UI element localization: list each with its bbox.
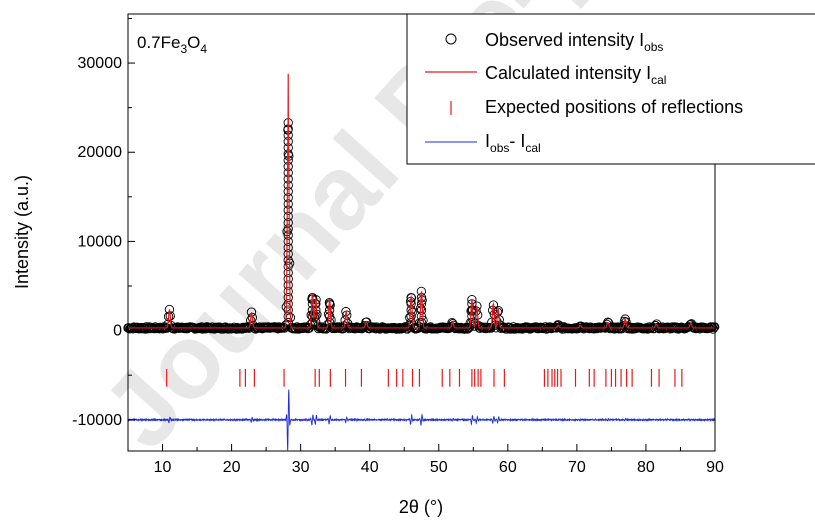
observed-point [324,305,335,315]
x-tick-label: 20 [223,459,241,476]
sample-label-sub1: 3 [180,42,187,56]
x-axis-ticks: 10 20 30 40 50 60 70 80 90 [127,444,724,476]
observed-point [283,224,293,234]
observed-point [283,317,293,328]
legend-cal-label: Calculated intensity Ical [485,63,666,87]
y-tick-label: 10000 [78,233,123,250]
observed-point [274,322,284,332]
observed-point [406,311,416,321]
observed-point [283,236,293,247]
observed-point [283,255,293,265]
observed-point [283,249,293,259]
observed-point [416,311,427,321]
observed-point [283,230,293,240]
observed-point [416,305,427,315]
observed-point [283,267,293,278]
observed-point [406,317,416,328]
x-tick-label: 40 [361,459,379,476]
observed-point [283,274,293,284]
observed-point [283,305,293,315]
y-tick-label: -10000 [72,412,122,429]
sample-label: 0.7Fe3O4 [137,33,207,56]
observed-point [708,324,718,334]
x-tick-label: 90 [706,459,724,476]
observed-point [283,205,293,215]
y-tick-label: 30000 [78,55,123,72]
y-axis-ticks: -10000 0 10000 20000 30000 [72,17,135,429]
observed-point [283,186,293,197]
y-tick-label: 0 [113,323,122,340]
legend-obs-label: Observed intensity Iobs [485,30,663,54]
observed-point [283,280,293,290]
difference-curve [127,389,716,451]
observed-point [463,324,473,334]
observed-point [467,317,477,328]
sample-label-base: 0.7Fe [137,33,180,52]
x-tick-label: 70 [568,459,586,476]
x-axis-title: 2θ (°) [399,497,443,517]
sample-label-sub2: 4 [200,42,207,56]
reflection-ticks [166,368,683,387]
x-tick-label: 30 [292,459,310,476]
calculated-curve [128,73,715,329]
x-tick-label: 10 [154,459,172,476]
observed-point [283,311,293,321]
y-axis-title: Intensity (a.u.) [12,175,32,289]
observed-point [283,199,293,209]
observed-point [283,243,293,253]
observed-point [311,317,321,328]
observed-point [416,317,427,328]
legend-box [406,13,815,165]
observed-point [283,168,293,178]
x-tick-label: 60 [499,459,517,476]
observed-point [283,299,293,309]
x-tick-label: 50 [430,459,448,476]
observed-point [324,311,335,321]
x-tick-label: 80 [637,459,655,476]
observed-point [283,180,293,190]
observed-point [283,286,293,297]
observed-point [283,292,293,303]
observed-point [283,193,293,203]
legend: Observed intensity Iobs Calculated inten… [406,13,815,165]
y-tick-label: 20000 [78,144,123,161]
observed-point [406,305,416,315]
sample-label-mid: O [187,33,200,52]
observed-point [283,261,293,272]
observed-point [324,317,335,328]
observed-point [416,299,427,309]
observed-point [283,218,293,228]
legend-refl-label: Expected positions of reflections [485,97,743,117]
legend-obs-marker [445,33,457,45]
legend-diff-label: Iobs- Ical [485,131,541,155]
observed-point [283,174,293,184]
observed-point [283,211,293,222]
